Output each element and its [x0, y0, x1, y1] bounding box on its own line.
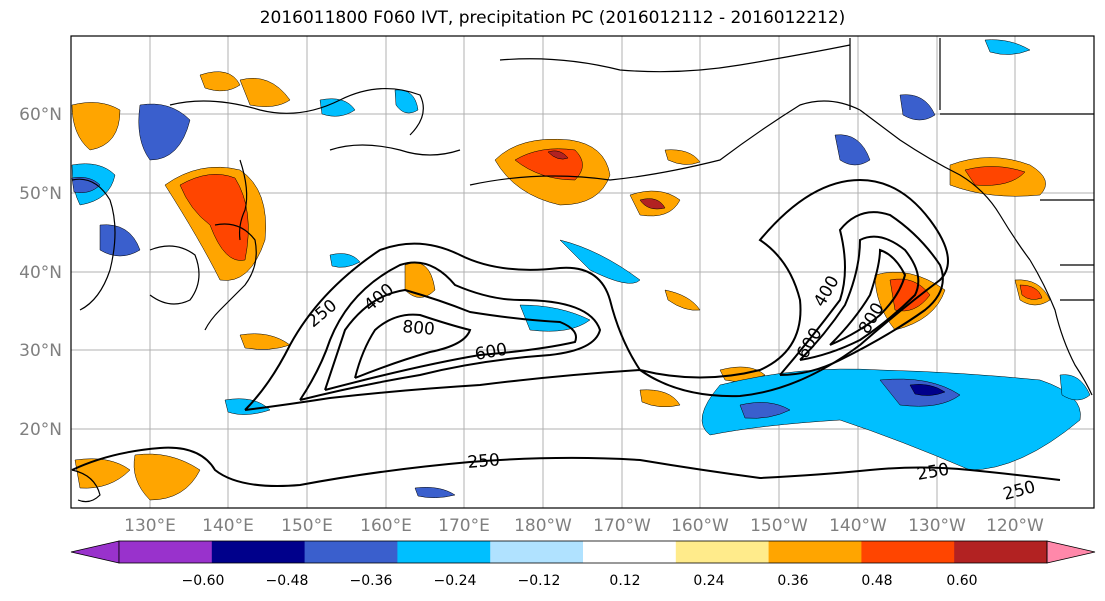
precip-blob [239, 78, 291, 107]
contour-label: 800 [402, 317, 436, 340]
precip-blob [71, 177, 101, 193]
colorbar-frame [118, 540, 1048, 564]
precip-blob [739, 402, 791, 419]
lon-tick-label: 120°W [986, 516, 1044, 536]
colorbar-tick-label: −0.60 [182, 573, 225, 589]
lat-tick-label: 50°N [19, 184, 62, 204]
precip-blob [899, 94, 936, 121]
lon-tick-label: 130°E [124, 516, 176, 536]
ivt-contour-400b [779, 211, 944, 376]
precip-blob [639, 198, 666, 210]
ivt-contour-600b [799, 235, 920, 361]
colorbar-segment [211, 541, 306, 563]
colorbar-tick-labels: −0.60 −0.48 −0.36 −0.24 −0.12 0.12 0.24 … [182, 573, 978, 589]
precip-blob [664, 149, 701, 165]
precip-blob [984, 39, 1031, 55]
colorbar-segment [954, 541, 1048, 563]
colorbar-segment [768, 541, 862, 563]
precip-blob [834, 134, 871, 166]
latitude-tick-labels: 60°N 50°N 40°N 30°N 20°N [19, 105, 62, 440]
precip-blob [1019, 284, 1043, 300]
colorbar-tick-label: −0.36 [350, 573, 393, 589]
lat-tick-label: 30°N [19, 341, 62, 361]
colorbar-extension-high [1046, 540, 1096, 564]
lon-tick-label: 150°W [750, 516, 808, 536]
colorbar-tick-label: −0.48 [266, 573, 309, 589]
colorbar-segment [119, 541, 213, 563]
precip-blob [329, 253, 361, 268]
precip-blob [1059, 374, 1091, 401]
colorbar-segment [675, 541, 770, 563]
precip-blob [179, 174, 249, 261]
precip-blob [319, 98, 356, 117]
ivt-contour-800b [829, 248, 907, 346]
lon-tick-label: 180°W [514, 516, 572, 536]
colorbar-tick-label: 0.36 [777, 573, 808, 589]
lon-tick-label: 150°E [281, 516, 333, 536]
lon-tick-label: 130°W [908, 516, 966, 536]
precip-blob [99, 224, 141, 257]
ivt-contour-labels: 250 400 800 600 400 600 800 250 250 250 [303, 272, 1037, 504]
ivt-contour-250 [244, 178, 949, 411]
colorbar-segment [861, 541, 955, 563]
lon-tick-label: 140°E [202, 516, 254, 536]
precip-blob [639, 389, 681, 408]
precip-shading [71, 39, 1091, 501]
ivt-contour-800 [354, 313, 472, 379]
precip-blob [701, 368, 1081, 471]
colorbar-tick-label: 0.60 [946, 573, 977, 589]
colorbar-segment [490, 541, 584, 563]
lon-tick-label: 140°W [829, 516, 887, 536]
lat-tick-label: 20°N [19, 420, 62, 440]
colorbar-segment [397, 541, 491, 563]
colorbar-segments [70, 540, 1096, 564]
precip-blob [71, 102, 121, 151]
coastlines [71, 38, 1094, 503]
precip-blob [133, 453, 201, 501]
colorbar-tick-label: 0.24 [693, 573, 724, 589]
contour-label: 250 [467, 450, 501, 473]
ivt-contour-600 [324, 288, 577, 391]
colorbar-tick-label: −0.12 [518, 573, 561, 589]
precip-blob [138, 103, 191, 161]
precip-blob [519, 304, 591, 332]
precip-blob [964, 166, 1026, 186]
precip-blob [909, 384, 946, 396]
ivt-contour-400 [299, 261, 602, 401]
colorbar-tick-label: −0.24 [434, 573, 477, 589]
lon-tick-label: 160°W [671, 516, 729, 536]
longitude-tick-labels: 130°E 140°E 150°E 160°E 170°E 180°W 170°… [124, 516, 1044, 536]
colorbar-segment [583, 541, 677, 563]
precip-blob [74, 458, 131, 489]
colorbar-segment [304, 541, 398, 563]
map-frame [70, 35, 1095, 509]
precip-blob [664, 289, 701, 311]
map-title: 2016011800 F060 IVT, precipitation PC (2… [259, 8, 846, 28]
lat-tick-label: 40°N [19, 263, 62, 283]
ivt-contours [71, 178, 1061, 487]
precip-blob [559, 239, 641, 284]
ivt-contour-250-south [71, 446, 1061, 487]
colorbar-extension-low [70, 540, 120, 564]
colorbar-tick-label: 0.12 [609, 573, 640, 589]
lon-tick-label: 170°E [438, 516, 490, 536]
lon-tick-label: 170°W [593, 516, 651, 536]
colorbar-tick-label: 0.48 [861, 573, 892, 589]
precip-blob [414, 487, 456, 498]
precip-blob [199, 71, 241, 92]
precip-blob [547, 150, 569, 160]
lon-tick-label: 160°E [360, 516, 412, 536]
lat-tick-label: 60°N [19, 105, 62, 125]
